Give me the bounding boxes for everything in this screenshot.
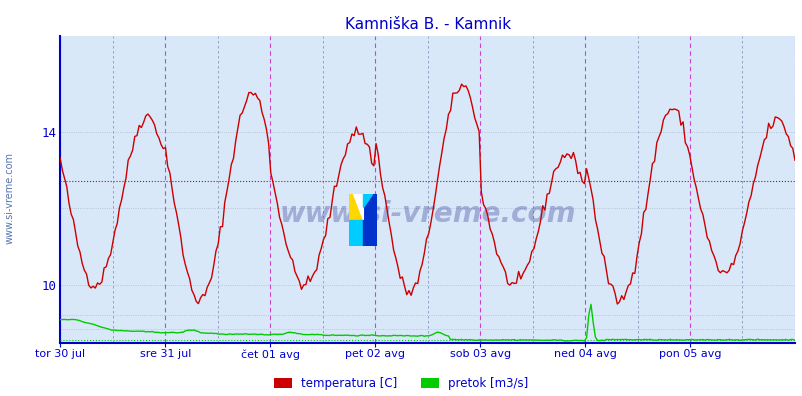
Text: www.si-vreme.com: www.si-vreme.com [279, 200, 575, 228]
Polygon shape [353, 194, 363, 220]
Polygon shape [363, 194, 371, 207]
Title: Kamniška B. - Kamnik: Kamniška B. - Kamnik [344, 17, 510, 32]
Bar [349, 220, 363, 246]
Bar [363, 194, 377, 246]
Legend: temperatura [C], pretok [m3/s]: temperatura [C], pretok [m3/s] [274, 377, 528, 390]
Text: www.si-vreme.com: www.si-vreme.com [5, 152, 14, 244]
Bar [349, 194, 363, 220]
